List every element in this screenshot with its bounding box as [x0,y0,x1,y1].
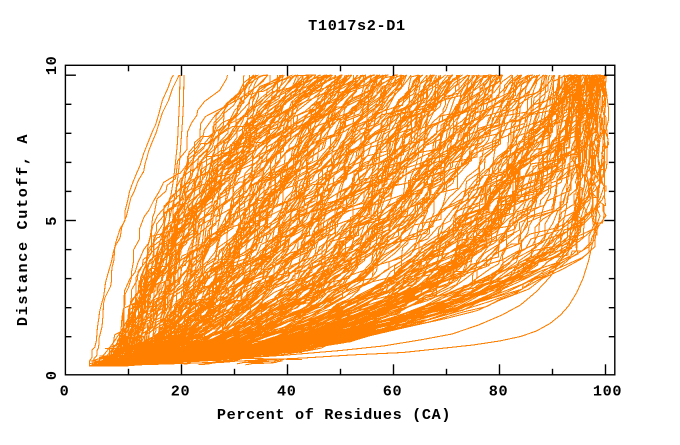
svg-text:40: 40 [277,383,297,401]
svg-text:20: 20 [171,383,191,401]
svg-text:5: 5 [43,216,61,226]
svg-text:60: 60 [383,383,403,401]
svg-text:0: 0 [43,370,61,380]
svg-text:Distance Cutoff, A: Distance Cutoff, A [14,133,32,326]
svg-text:Percent of Residues (CA): Percent of Residues (CA) [217,406,451,424]
svg-text:100: 100 [593,383,622,401]
svg-text:0: 0 [60,383,70,401]
svg-text:10: 10 [43,56,61,76]
svg-text:T1017s2-D1: T1017s2-D1 [308,17,406,35]
svg-text:80: 80 [489,383,509,401]
